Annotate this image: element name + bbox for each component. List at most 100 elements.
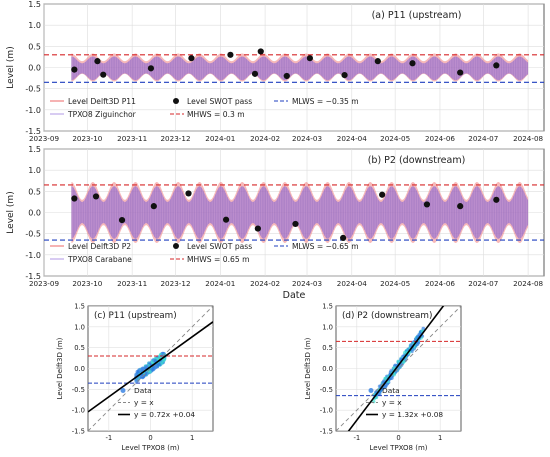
sc1-data-point: [389, 368, 393, 373]
ts0-ytick-label-1: -1.0: [25, 106, 41, 115]
sc1-data-point: [377, 384, 382, 389]
ts0-xtick-label-1: 2023-10: [72, 134, 102, 143]
ts0-swot-point-1: [94, 58, 101, 65]
ts0-swot-point-14: [493, 62, 500, 69]
sc1-ytick-label-3: 0.0: [322, 365, 333, 373]
ts0-ylabel: Level (m): [6, 46, 16, 88]
ts0-xtick-label-9: 2024-06: [425, 134, 455, 143]
sc0-ylabel: Level Delft3D (m): [56, 337, 64, 399]
ts0-swot-point-12: [409, 60, 416, 67]
ts0-xtick-label-7: 2024-04: [337, 134, 367, 143]
ts0-xtick-label-10: 2024-07: [468, 134, 498, 143]
ts0-legend-series-0: Level Delft3D P11: [68, 97, 136, 106]
ts1-ytick-label-6: 1.5: [28, 145, 41, 154]
sc0-legend-swatch-data: [120, 388, 126, 393]
sc1-data-point: [396, 359, 401, 364]
ts1-ytick-label-0: -1.5: [25, 272, 41, 281]
ts1-swot-point-1: [92, 193, 100, 200]
ts1-ytick-label-5: 1.0: [28, 166, 41, 175]
ts0-ytick-label-0: -1.5: [25, 127, 41, 136]
ts1-swot-point-4: [185, 190, 192, 197]
ts1-xtick-label-7: 2024-04: [337, 279, 367, 288]
ts0-ytick-label-3: 0.0: [28, 64, 41, 73]
ts1-swot-point-11: [457, 203, 464, 210]
ts0-panel-title: (a) P11 (upstream): [372, 10, 462, 21]
ts0-swot-point-3: [147, 65, 155, 72]
sc0-xlabel: Level TPXO8 (m): [121, 444, 179, 452]
sc1-legend-swatch-data: [368, 388, 374, 393]
sc1-ytick-label-5: 1.0: [322, 323, 333, 331]
ts0-swot-point-2: [100, 71, 107, 78]
ts1-legend-series-1: TPXO8 Carabane: [67, 255, 132, 264]
ts0-swot-point-9: [306, 55, 313, 62]
sc1-identity-line: [336, 306, 461, 431]
sc1-ytick-label-6: 1.5: [322, 303, 333, 311]
ts0-swot-point-0: [71, 66, 78, 73]
ts0-xtick-label-3: 2023-12: [160, 134, 190, 143]
ts1-swot-point-5: [222, 216, 230, 223]
ts1-ytick-label-3: 0.0: [28, 209, 41, 218]
ts0-swot-point-7: [257, 48, 264, 55]
ts0-legend-mlws: MLWS = −0.35 m: [292, 97, 359, 106]
ts0-ytick-label-4: 0.5: [28, 42, 41, 51]
ts1-swot-point-7: [292, 220, 299, 228]
ts1-xtick-label-10: 2024-07: [468, 279, 498, 288]
ts0-xtick-label-5: 2024-02: [250, 134, 280, 143]
ts0-swot-point-4: [188, 55, 195, 62]
ts0-swot-point-6: [251, 70, 259, 77]
sc0-data-point: [135, 369, 140, 374]
ts1-swot-point-6: [254, 225, 261, 232]
ts1-swot-point-9: [379, 191, 386, 198]
ts0-oscillation-texture: [71, 56, 528, 81]
ts0-swot-point-13: [457, 69, 464, 76]
ts0-xtick-label-8: 2024-05: [380, 134, 410, 143]
ts1-series-1-band: [71, 186, 529, 239]
sc0-xtick-label-1: 0: [148, 434, 152, 442]
ts1-ytick-label-4: 0.5: [28, 187, 41, 196]
sc0-ytick-label-0: -1.5: [72, 428, 85, 436]
sc1-ytick-label-1: -1.0: [320, 407, 333, 415]
ts0-legend-mhws: MHWS = 0.3 m: [187, 110, 245, 119]
ts1-swot-point-3: [150, 203, 157, 210]
ts0-xtick-label-4: 2024-01: [205, 134, 235, 143]
ts0-swot-point-8: [283, 72, 290, 80]
ts1-xtick-label-5: 2024-02: [250, 279, 280, 288]
ts0-legend-swot: Level SWOT pass: [187, 97, 252, 106]
sc1-ytick-label-0: -1.5: [320, 428, 333, 436]
ts0-swot-point-10: [341, 72, 348, 79]
sc1-legend-data: Data: [382, 386, 400, 395]
ts1-xtick-label-8: 2024-05: [380, 279, 410, 288]
sc0-data-point: [145, 364, 149, 369]
ts0-xtick-label-6: 2024-03: [292, 134, 322, 143]
ts1-ytick-label-1: -1.0: [25, 251, 41, 260]
sc1-legend-fit: y = 1.32x +0.08: [382, 410, 443, 419]
ts1-xlabel: Date: [283, 290, 306, 301]
sc0-panel-title: (c) P11 (upstream): [94, 311, 177, 321]
ts1-xtick-label-9: 2024-06: [425, 279, 455, 288]
sc0-fit-line: [88, 321, 213, 413]
sc1-legend-identity: y = x: [382, 398, 402, 407]
ts1-legend-mhws: MHWS = 0.65 m: [187, 255, 250, 264]
sc1-xtick-label-2: 1: [438, 434, 442, 442]
ts1-xtick-label-11: 2024-08: [513, 279, 543, 288]
sc1-xtick-label-1: 0: [396, 434, 400, 442]
sc0-plot-area: [88, 306, 213, 431]
ts1-xtick-label-3: 2023-12: [160, 279, 190, 288]
ts1-legend-swatch-swot: [173, 243, 179, 249]
sc0-ytick-label-3: 0.0: [74, 365, 85, 373]
sc0-legend-identity: y = x: [134, 398, 154, 407]
ts1-legend-series-0: Level Delft3D P2: [68, 242, 131, 251]
ts1-legend-mlws: MLWS = −0.65 m: [292, 242, 359, 251]
sc1-plot-area: [336, 306, 461, 431]
ts0-xtick-label-11: 2024-08: [513, 134, 543, 143]
sc1-data-point: [402, 350, 407, 355]
ts1-swot-point-8: [340, 234, 347, 241]
sc1-panel-title: (d) P2 (downstream): [342, 311, 432, 321]
ts1-ylabel: Level (m): [6, 191, 16, 233]
ts0-swot-point-11: [374, 58, 381, 65]
sc0-ytick-label-5: 1.0: [74, 323, 85, 331]
ts0-ytick-label-6: 1.5: [28, 0, 41, 9]
sc1-ylabel: Level Delft3D (m): [304, 337, 312, 399]
